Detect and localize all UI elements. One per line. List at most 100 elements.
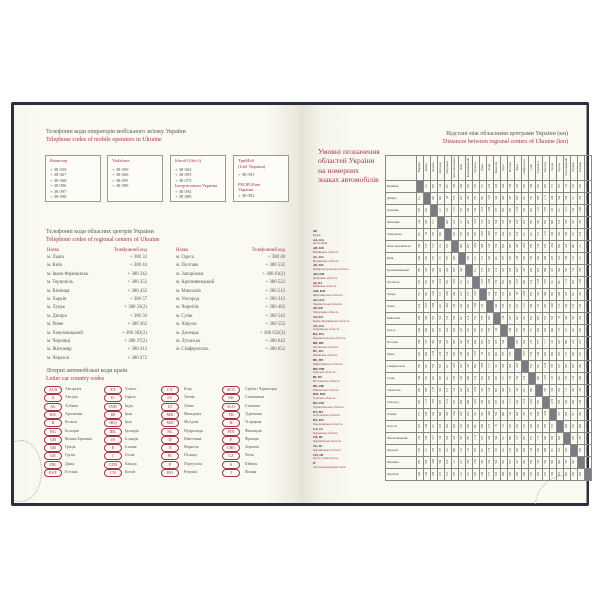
distance-cell: 623 [528,312,536,325]
distance-value: 256 [508,267,512,272]
distance-cell: 637 [437,396,445,409]
row-header: Львів [385,300,417,313]
distance-value: 1002 [445,291,449,297]
distance-value: 567 [529,219,533,224]
distance-value: 747 [522,411,526,416]
distance-cell: 707 [500,348,508,361]
row-header: Херсон [385,420,417,433]
distance-value: 634 [508,363,512,368]
distance-value: 842 [501,399,505,404]
distance-cell: 962 [423,288,431,301]
distance-cell: 895 [437,360,445,373]
distance-cell: 265 [486,396,494,409]
plate-region: Кіровоградська область [313,335,346,340]
distance-cell: 707 [584,240,592,253]
distance-value: 341 [522,315,526,320]
distance-value: 618 [438,423,442,428]
column-city: Рівне [515,164,519,171]
distance-value: 506 [431,267,435,272]
country-code-oval: H [222,419,240,428]
distance-value: 668 [438,411,442,416]
distance-value: 284 [466,231,470,236]
row-header: Черкаси [385,444,417,457]
distance-cell: 853 [521,432,529,445]
distance-value: 754 [515,375,519,380]
distance-cell: 598 [584,384,592,397]
distance-cell: 505 [563,264,571,277]
distance-cell: 843 [486,312,494,325]
distance-value: 968 [585,363,589,368]
distance-value: 1076 [480,363,484,369]
distance-cell: 755 [563,372,571,385]
diagonal-cell [549,408,557,421]
distance-cell: 842 [500,396,508,409]
distance-cell: 692 [535,312,543,325]
distance-value: 388 [543,291,547,296]
distance-cell: 565 [542,180,550,193]
distance-value: 112 [564,387,568,392]
distance-cell: 1131 [486,360,494,373]
distance-value: 911 [431,219,435,224]
distance-value: 416 [487,183,491,188]
distance-cell: 689 [437,228,445,241]
plate-code: AA, KA [313,237,324,242]
distance-value: 1063 [487,411,491,417]
distance-cell: 818 [577,228,585,241]
distance-value: 896 [515,411,519,416]
distance-cell: 755 [479,324,487,337]
regional-code: + 380 352 [127,280,148,286]
distance-value: 86 [445,196,449,199]
distance-cell: 1110 [472,432,480,445]
distance-cell: 988 [528,300,536,313]
distance-value: 224 [571,339,575,344]
distance-cell: 323 [570,180,578,193]
distance-value: 713 [417,411,421,416]
distance-value: 962 [424,291,428,296]
distance-cell: 344 [493,192,501,205]
distance-value: 341 [494,363,498,368]
distance-cell: 546 [507,180,515,193]
distance-cell: 1076 [521,288,529,301]
regional-city: м. Івано-Франківськ [47,271,89,277]
distance-value: 731 [529,327,533,332]
distance-cell: 260 [556,264,564,277]
distance-value: 574 [431,447,435,452]
country-code-oval: PL [161,452,179,461]
distance-cell: 589 [570,456,578,469]
plate-region: Дніпропетровська область [313,267,349,272]
distance-cell: 183 [549,372,557,385]
column-city: Запоріжжя [445,160,449,174]
row-header: Миколаїв [385,312,417,325]
plate-legend-item: CH, IH місто Севастополь [313,453,338,461]
distance-value: 755 [501,291,505,296]
distance-cell: 333 [528,468,536,481]
country-name: Словаччина [245,395,265,400]
distance-cell: 333 [535,396,543,409]
distance-value: 322 [515,459,519,464]
distance-cell: 848 [479,420,487,433]
country-name: Німеччина [184,436,202,441]
distance-value: 830 [564,411,568,416]
country-name: Нідерланди [184,428,203,433]
distance-cell: 859 [507,288,515,301]
column-city: Чернівці [578,162,582,173]
distance-cell: 675 [451,264,459,277]
distance-cell: 968 [584,360,592,373]
distance-cell: 501 [521,192,529,205]
distance-cell: 558 [577,264,585,277]
distance-cell: 876 [423,348,431,361]
distance-cell: 692 [556,468,564,481]
distance-value: 454 [501,231,505,236]
distance-cell: 1323 [479,276,487,289]
distance-cell: 169 [535,288,543,301]
distance-cell: 531 [577,252,585,265]
distance-cell: 421 [444,372,452,385]
distance-value: 944 [536,411,540,416]
row-header: Чернігів [385,468,417,481]
distance-value: 554 [494,219,498,224]
distance-value: 848 [480,423,484,428]
distance-cell: 311 [570,192,578,205]
distance-value: 1076 [522,291,526,297]
distance-cell: 634 [563,420,571,433]
distance-value: 160 [473,207,477,212]
